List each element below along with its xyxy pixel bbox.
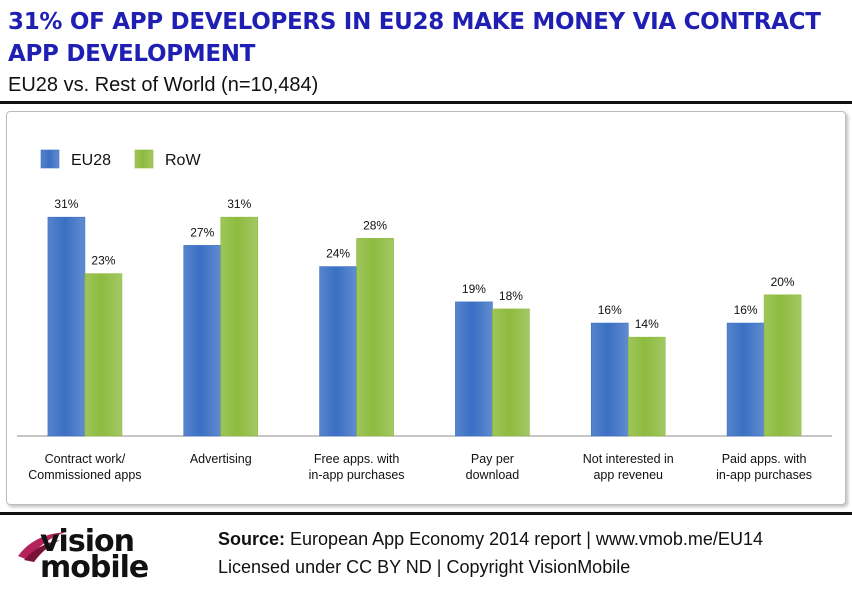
source-text: European App Economy 2014 report | www.v…: [285, 529, 763, 549]
category-label-4: Not interested in app reveneu: [583, 452, 674, 482]
data-label-eu28-2: 24%: [326, 247, 350, 261]
bar-row-3: [492, 308, 530, 437]
bar-eu28-2: [319, 266, 357, 437]
bar-eu28-0: [47, 216, 86, 437]
page-subtitle: EU28 vs. Rest of World (n=10,484): [8, 74, 319, 96]
logo-swoosh-icon: [18, 532, 66, 562]
legend-swatch-row: [134, 149, 154, 169]
bar-row-1: [220, 216, 259, 437]
data-label-row-2: 28%: [363, 218, 387, 232]
chart-frame: 31% 23% Contract work/Commissioned apps 27%…: [6, 111, 846, 505]
bar-eu28-3: [455, 301, 493, 437]
category-label-3: Pay per download: [466, 452, 520, 482]
source-citation: Source: European App Economy 2014 report…: [218, 529, 763, 550]
category-label-5: Paid apps. with in-app purchases: [716, 452, 812, 482]
category-label-0: Contract work/Commissioned apps: [28, 452, 141, 482]
bar-row-2: [356, 238, 394, 437]
data-label-eu28-0: 31%: [54, 197, 78, 211]
visionmobile-logo: vision mobile: [14, 520, 194, 586]
data-label-row-3: 18%: [499, 289, 523, 303]
data-label-eu28-1: 27%: [190, 225, 214, 239]
bottom-divider: [0, 512, 852, 515]
data-label-row-0: 23%: [91, 254, 115, 268]
top-divider: [0, 101, 852, 104]
bar-eu28-5: [726, 322, 765, 437]
source-label: Source:: [218, 529, 286, 549]
bar-row-5: [763, 294, 802, 437]
logo-word-vision: vision: [40, 524, 135, 559]
bar-chart: 31% 23% Contract work/Commissioned apps 27%…: [17, 149, 832, 482]
bar-eu28-1: [183, 245, 222, 437]
category-label-2: Free apps. with in-app purchases: [309, 452, 405, 482]
legend-swatch-eu28: [40, 149, 60, 169]
data-label-eu28-5: 16%: [734, 303, 758, 317]
data-label-row-1: 31%: [227, 197, 251, 211]
legend-label-row: RoW: [165, 152, 201, 169]
page-title: 31% OF APP DEVELOPERS IN EU28 MAKE MONEY…: [8, 9, 821, 67]
data-label-eu28-3: 19%: [462, 282, 486, 296]
data-label-row-4: 14%: [635, 317, 659, 331]
license-text: Licensed under CC BY ND | Copyright Visi…: [218, 557, 631, 577]
legend-label-eu28: EU28: [71, 152, 111, 169]
data-label-eu28-4: 16%: [598, 303, 622, 317]
category-label-1: Advertising: [190, 452, 252, 466]
data-label-row-5: 20%: [771, 275, 795, 289]
bar-eu28-4: [590, 322, 629, 437]
bar-row-4: [627, 336, 666, 437]
bar-row-0: [84, 273, 123, 437]
logo-word-mobile: mobile: [40, 550, 149, 585]
